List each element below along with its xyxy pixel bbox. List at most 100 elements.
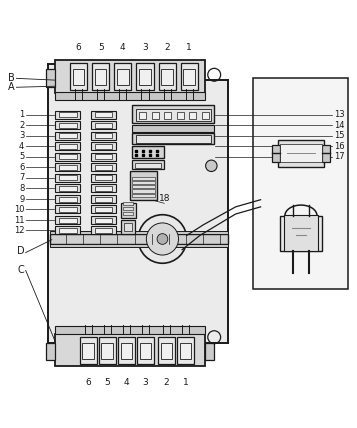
Bar	[46, 69, 55, 87]
Bar	[132, 133, 214, 144]
Bar	[95, 144, 112, 149]
Bar	[59, 133, 77, 138]
Bar	[161, 69, 173, 85]
Bar	[59, 217, 77, 223]
Bar	[95, 207, 112, 212]
Bar	[132, 185, 155, 188]
Bar	[59, 186, 77, 191]
Bar	[59, 155, 77, 159]
Text: 2: 2	[164, 42, 170, 51]
Bar	[202, 112, 209, 119]
Text: 13: 13	[334, 110, 345, 119]
Text: 18: 18	[159, 194, 170, 203]
Bar	[135, 163, 161, 168]
Bar	[139, 69, 151, 85]
Circle shape	[206, 160, 217, 172]
Bar	[118, 337, 135, 364]
Bar	[91, 163, 116, 171]
Bar	[124, 223, 132, 231]
Text: 8: 8	[19, 184, 24, 193]
Bar	[55, 327, 205, 334]
Text: 5: 5	[104, 377, 110, 386]
Bar	[50, 244, 228, 247]
Text: 5: 5	[98, 42, 104, 51]
Bar	[322, 145, 330, 162]
Bar	[161, 343, 172, 359]
Circle shape	[146, 223, 178, 255]
Text: 6: 6	[76, 42, 81, 51]
Text: 6: 6	[85, 377, 91, 386]
Bar	[280, 144, 322, 162]
Circle shape	[138, 215, 187, 263]
Bar	[132, 105, 214, 123]
Bar	[70, 63, 87, 90]
Bar	[183, 69, 195, 85]
Bar	[95, 196, 112, 202]
Bar	[123, 212, 133, 215]
Bar	[59, 196, 77, 202]
Bar	[55, 226, 80, 235]
Bar	[152, 112, 159, 119]
Bar	[95, 112, 112, 117]
Text: 2: 2	[19, 121, 24, 130]
Bar	[272, 145, 280, 162]
Bar	[132, 146, 164, 158]
Bar	[55, 60, 205, 92]
Bar	[91, 195, 116, 203]
Bar	[59, 228, 77, 233]
Bar	[55, 92, 205, 100]
Bar	[95, 228, 112, 233]
Bar	[136, 109, 211, 121]
Bar	[55, 142, 80, 150]
Bar	[91, 226, 116, 235]
Text: 14: 14	[334, 121, 344, 130]
Text: 3: 3	[142, 42, 148, 51]
Bar	[82, 343, 94, 359]
Bar	[73, 69, 84, 85]
Text: 1: 1	[19, 110, 24, 119]
Bar	[55, 121, 80, 129]
Bar	[123, 207, 133, 211]
Bar	[91, 121, 116, 129]
Bar	[132, 193, 155, 197]
Bar	[95, 165, 112, 170]
Bar	[95, 133, 112, 138]
Text: C: C	[17, 265, 24, 275]
Bar	[132, 189, 155, 193]
Bar	[253, 78, 348, 289]
Text: 4: 4	[120, 42, 126, 51]
Bar	[46, 342, 55, 360]
Bar	[59, 144, 77, 149]
Bar	[92, 63, 109, 90]
Bar	[136, 63, 154, 90]
Text: 15: 15	[334, 131, 344, 140]
Bar	[280, 216, 322, 252]
Bar	[137, 337, 154, 364]
Bar	[99, 337, 116, 364]
Bar	[55, 195, 80, 203]
Bar	[55, 184, 80, 192]
Text: 12: 12	[14, 226, 24, 235]
Bar	[91, 111, 116, 119]
Bar	[55, 111, 80, 119]
Bar	[284, 215, 318, 251]
Bar	[189, 112, 196, 119]
Bar	[101, 343, 113, 359]
Text: 3: 3	[19, 131, 24, 140]
Bar	[121, 202, 136, 217]
Bar	[181, 63, 198, 90]
Bar	[205, 342, 214, 360]
Text: 11: 11	[14, 216, 24, 225]
Text: 9: 9	[19, 194, 24, 203]
Bar	[123, 202, 133, 205]
Bar	[159, 63, 176, 90]
Bar	[95, 175, 112, 181]
Text: 1: 1	[183, 377, 188, 386]
Bar	[91, 174, 116, 182]
Bar	[55, 163, 80, 171]
Bar	[59, 175, 77, 181]
Bar	[132, 160, 164, 169]
Bar	[278, 140, 324, 167]
Bar	[95, 69, 106, 85]
Bar	[59, 122, 77, 128]
